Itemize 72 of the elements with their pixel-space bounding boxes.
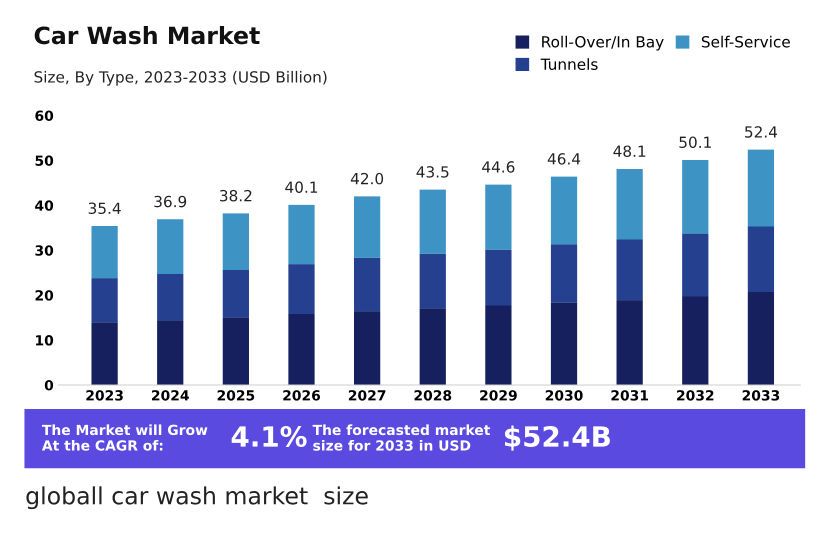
x-tick-label: 2033 [742,390,780,401]
total-label: 48.1 [613,145,646,158]
y-tick-label: 10 [36,335,54,346]
total-label: 38.2 [220,190,252,202]
total-label: 42.0 [350,172,384,184]
bar [222,318,249,385]
bar [616,300,643,385]
bar [157,320,184,385]
total-label: 50.1 [679,136,711,148]
x-tick-label: 2030 [546,390,583,401]
bar [222,213,249,270]
bar [682,160,708,234]
legend-label: Tunnels [540,58,598,70]
bar [748,292,774,385]
total-label: 43.5 [416,166,448,178]
y-tick-label: 0 [44,380,54,390]
text: The forecasted market size for 2033 in USD [312,424,490,451]
chart-subtitle: Size, By Type, 2023-2033 (USD Billion) [34,70,326,86]
x-tick-label: 2026 [283,390,320,401]
y-tick-label: 60 [35,110,54,121]
x-tick-label: 2032 [677,390,714,401]
y-tick-label: 50 [36,155,54,166]
bar [157,219,184,274]
bar [420,190,446,254]
total-label: 40.1 [285,181,318,193]
bar [420,254,446,308]
x-tick-label: 2023 [86,390,123,401]
bar [485,184,512,250]
bar [550,176,578,244]
x-tick-label: 2025 [218,390,254,401]
bar [288,314,315,385]
bar [354,258,380,312]
bar [485,306,512,385]
bar [682,234,708,297]
total-label: 46.4 [548,153,580,165]
bar [682,296,708,385]
total-label: 44.6 [482,161,514,173]
bar [354,311,380,385]
x-tick-label: 2028 [414,390,452,401]
x-tick-label: 2024 [152,390,189,401]
text: $52.4B [504,425,610,451]
y-tick-label: 20 [36,290,54,301]
bar [354,196,380,258]
total-label: 35.4 [88,202,121,214]
text: 4.1% [232,426,307,447]
bar [748,150,774,226]
bar [550,244,578,303]
bar [157,274,184,320]
bar [222,270,249,318]
chart-title: Car Wash Market [34,26,260,44]
total-label: 36.9 [154,196,186,208]
bar [616,168,643,240]
y-tick-label: 40 [35,200,54,211]
x-tick-label: 2027 [348,390,386,401]
bar [91,226,118,278]
legend-label: Self-Service [702,36,790,48]
bar [288,204,315,264]
legend-label: Roll-Over/In Bay [542,36,664,51]
bar [616,239,643,300]
x-tick-label: 2029 [480,390,517,401]
bar [91,278,118,323]
x-tick-label: 2031 [611,390,648,401]
y-tick-label: 30 [35,245,54,256]
bar [91,322,118,385]
text: globall car wash market size [26,486,368,510]
total-label: 52.4 [745,126,778,138]
bar [748,226,774,292]
bar [420,308,446,385]
text: The Market will Grow At the CAGR of: [42,424,208,451]
bar [288,264,315,314]
bar [550,302,578,385]
bar [485,250,512,306]
